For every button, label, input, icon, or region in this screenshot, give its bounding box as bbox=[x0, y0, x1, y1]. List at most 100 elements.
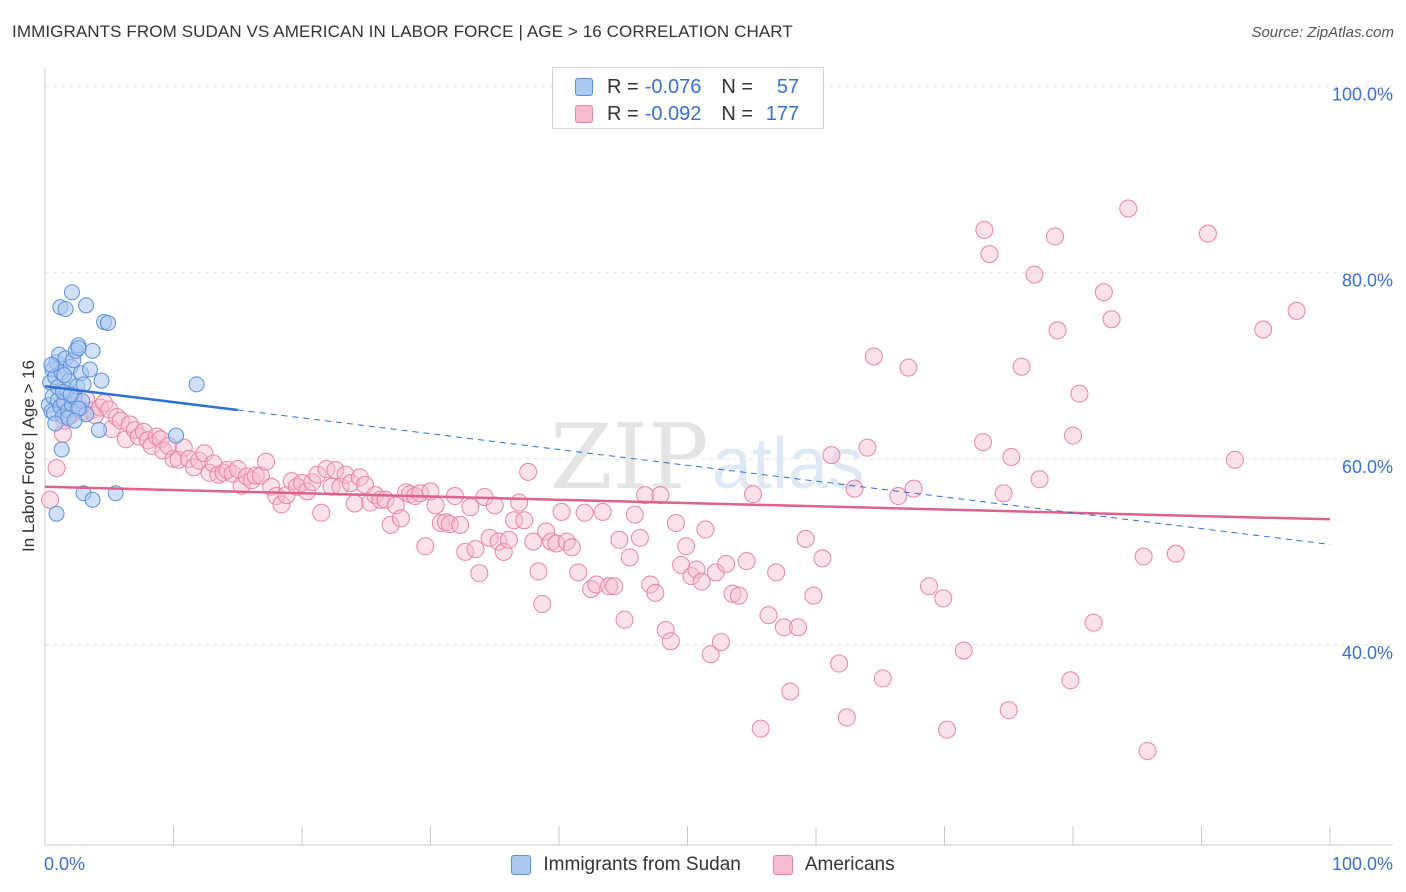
americans-point bbox=[515, 511, 534, 530]
americans-point bbox=[1287, 301, 1306, 320]
americans-point bbox=[416, 537, 435, 556]
americans-point bbox=[677, 537, 696, 556]
americans-point bbox=[381, 515, 400, 534]
americans-point bbox=[1025, 265, 1044, 284]
americans-point bbox=[1002, 447, 1021, 466]
americans-point bbox=[744, 485, 763, 504]
americans-point bbox=[873, 669, 892, 688]
sudan-point bbox=[66, 412, 83, 429]
americans-point bbox=[1198, 224, 1217, 243]
americans-point bbox=[317, 460, 336, 479]
americans-point bbox=[666, 514, 685, 533]
americans-point bbox=[636, 486, 655, 505]
americans-point bbox=[938, 720, 957, 739]
sudan-legend-swatch bbox=[511, 855, 532, 875]
americans-point bbox=[696, 520, 715, 539]
sudan-point bbox=[90, 421, 107, 438]
n-value: 177 bbox=[765, 102, 800, 125]
americans-point bbox=[899, 358, 918, 377]
americans-point bbox=[391, 509, 410, 528]
americans-point bbox=[440, 514, 459, 533]
legend-label: Immigrants from Sudan bbox=[543, 854, 741, 875]
sudan-point bbox=[56, 367, 73, 384]
series-legend: Immigrants from Sudan Americans bbox=[0, 851, 1406, 879]
sudan-point bbox=[78, 297, 95, 314]
sudan-point bbox=[93, 372, 110, 389]
americans-point bbox=[864, 347, 883, 366]
r-label: R = bbox=[607, 102, 639, 125]
americans-point bbox=[605, 577, 624, 596]
americans-point bbox=[336, 465, 355, 484]
americans-point bbox=[431, 514, 450, 533]
americans-point bbox=[510, 493, 529, 512]
americans-trend-line bbox=[44, 485, 1331, 521]
americans-point bbox=[505, 511, 524, 530]
americans-point bbox=[246, 466, 265, 485]
source-label: Source: ZipAtlas.com bbox=[1251, 24, 1394, 41]
americans-point bbox=[169, 450, 188, 469]
trend-lines bbox=[44, 385, 1331, 545]
sudan-point bbox=[53, 441, 70, 458]
americans-point bbox=[845, 479, 864, 498]
americans-point bbox=[774, 618, 793, 637]
americans-point bbox=[934, 589, 953, 608]
y-tick-label: 100.0% bbox=[1332, 85, 1393, 105]
americans-legend-swatch bbox=[772, 855, 793, 875]
americans-point bbox=[781, 682, 800, 701]
y-tick-labels: 40.0% 60.0% 80.0% 100.0% bbox=[1332, 85, 1393, 663]
sudan-point bbox=[168, 427, 185, 444]
americans-point bbox=[1225, 450, 1244, 469]
americans-point bbox=[980, 245, 999, 264]
x-ticks bbox=[173, 826, 1331, 845]
americans-point bbox=[312, 503, 331, 522]
americans-point bbox=[120, 415, 139, 434]
americans-point bbox=[904, 479, 923, 498]
americans-point bbox=[858, 438, 877, 457]
americans-point bbox=[767, 563, 786, 582]
watermark: ZIP atlas bbox=[550, 405, 864, 510]
americans-point bbox=[326, 460, 345, 479]
americans-point bbox=[656, 621, 675, 640]
americans-point bbox=[729, 586, 748, 605]
americans-point bbox=[569, 563, 588, 582]
stats-legend-row-sudan: R = -0.076 N = 57 bbox=[575, 75, 799, 99]
americans-point bbox=[1134, 547, 1153, 566]
sudan-point bbox=[47, 415, 64, 432]
americans-point bbox=[837, 708, 856, 727]
stats-legend: R = -0.076 N = 57 R = -0.092 N = 177 bbox=[552, 67, 824, 129]
americans-point bbox=[308, 465, 327, 484]
americans-point bbox=[257, 452, 276, 471]
americans-point bbox=[687, 560, 706, 579]
americans-point bbox=[751, 719, 770, 738]
americans-point bbox=[822, 446, 841, 465]
americans-point bbox=[999, 701, 1018, 720]
r-label: R = bbox=[607, 75, 639, 98]
americans-point bbox=[494, 542, 513, 561]
legend-item-sudan[interactable]: Immigrants from Sudan bbox=[511, 854, 741, 876]
americans-point bbox=[480, 528, 499, 547]
legend-item-americans[interactable]: Americans bbox=[772, 854, 895, 876]
americans-point bbox=[111, 411, 130, 430]
americans-point bbox=[41, 490, 60, 509]
americans-point bbox=[723, 584, 742, 603]
americans-point bbox=[974, 433, 993, 452]
americans-point bbox=[954, 641, 973, 660]
americans-point bbox=[796, 529, 815, 548]
americans-point bbox=[1046, 227, 1065, 246]
americans-point bbox=[661, 632, 680, 651]
americans-point bbox=[262, 477, 281, 496]
gridlines bbox=[45, 86, 1393, 646]
americans-point bbox=[1084, 613, 1103, 632]
americans-point bbox=[1064, 426, 1082, 445]
americans-point bbox=[562, 538, 581, 557]
sudan-point bbox=[81, 361, 98, 378]
sudan-point bbox=[84, 342, 101, 359]
americans-point bbox=[470, 564, 489, 583]
x-tick-labels: 0.0% 100.0% bbox=[44, 854, 1393, 874]
stats-legend-row-americans: R = -0.092 N = 177 bbox=[575, 102, 799, 126]
americans-point bbox=[575, 503, 594, 522]
chart-title: IMMIGRANTS FROM SUDAN VS AMERICAN IN LAB… bbox=[12, 22, 793, 41]
americans-point bbox=[195, 444, 214, 463]
americans-point bbox=[461, 498, 480, 517]
